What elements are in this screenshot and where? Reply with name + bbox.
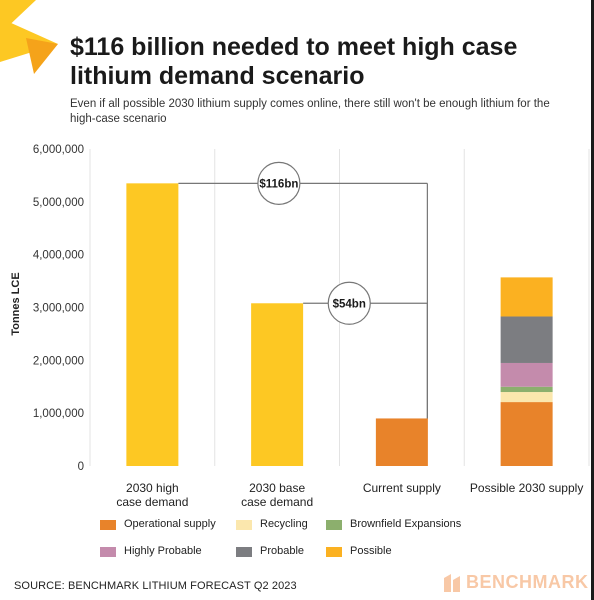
- y-tick-label: 3,000,000: [33, 303, 84, 315]
- gap-callout-circle: [327, 281, 371, 325]
- x-category-label: case demand: [241, 495, 313, 509]
- legend-swatch-recycling: [236, 520, 252, 530]
- bar-segment-brownfield: [500, 386, 553, 393]
- chart-grid: [89, 149, 590, 466]
- bar-segment-recycling: [500, 392, 553, 403]
- legend-label-highly_probable: Highly Probable: [124, 545, 202, 557]
- x-category-label: 2030 base: [249, 481, 305, 495]
- legend-swatch-possible: [326, 547, 342, 557]
- gap-callout-circle: [257, 161, 301, 205]
- bar-current-supply: [375, 418, 428, 466]
- y-tick-label: 1,000,000: [33, 408, 84, 420]
- bar-demand-1: [251, 303, 304, 466]
- x-category-label: Current supply: [363, 481, 441, 495]
- legend-swatch-brownfield: [326, 520, 342, 530]
- bar-segment-probable: [500, 316, 553, 363]
- y-axis: 0 1,000,000 2,000,000 3,000,000 4,000,000 5,0…: [33, 144, 84, 473]
- y-axis-label: Tonnes LCE: [10, 272, 22, 335]
- gap-callout-label: $54bn: [333, 298, 366, 310]
- gap-callout-label: $116bn: [259, 178, 298, 190]
- y-tick-label: 5,000,000: [33, 197, 84, 209]
- legend-label-recycling: Recycling: [260, 518, 308, 530]
- benchmark-logo-text: BENCHMARK: [466, 572, 589, 592]
- y-tick-label: 0: [78, 461, 84, 473]
- legend-label-operational: Operational supply: [124, 518, 216, 530]
- y-tick-label: 2,000,000: [33, 355, 84, 367]
- legend-swatch-highly_probable: [100, 547, 116, 557]
- x-category-label: 2030 high: [126, 481, 179, 495]
- legend-label-brownfield: Brownfield Expansions: [350, 518, 462, 530]
- y-tick-label: 4,000,000: [33, 250, 84, 262]
- legend-swatch-probable: [236, 547, 252, 557]
- bar-segment-possible: [500, 277, 553, 317]
- bars: [126, 183, 553, 466]
- x-category-label: Possible 2030 supply: [470, 481, 583, 495]
- bar-demand-0: [126, 183, 179, 466]
- chart-title: $116 billion needed to meet high case li…: [70, 33, 518, 90]
- legend-label-probable: Probable: [260, 545, 305, 557]
- legend-label-possible: Possible: [350, 545, 392, 557]
- y-tick-label: 6,000,000: [33, 144, 84, 156]
- chart-subtitle: Even if all possible 2030 lithium supply…: [70, 98, 550, 125]
- benchmark-logo-icon: [444, 574, 460, 592]
- legend-swatch-operational: [100, 520, 116, 530]
- source-note: SOURCE: BENCHMARK LITHIUM FORECAST Q2 20…: [14, 580, 297, 592]
- right-edge-border: [591, 0, 594, 600]
- chart: 0 1,000,000 2,000,000 3,000,000 4,000,000 5,0…: [10, 144, 590, 509]
- bar-segment-highly_probable: [500, 362, 553, 387]
- logo-triangles: [0, 0, 58, 74]
- bar-segment-operational: [500, 402, 553, 466]
- gap-connectors: $116bn $54bn: [178, 161, 428, 419]
- x-category-label: case demand: [116, 495, 188, 509]
